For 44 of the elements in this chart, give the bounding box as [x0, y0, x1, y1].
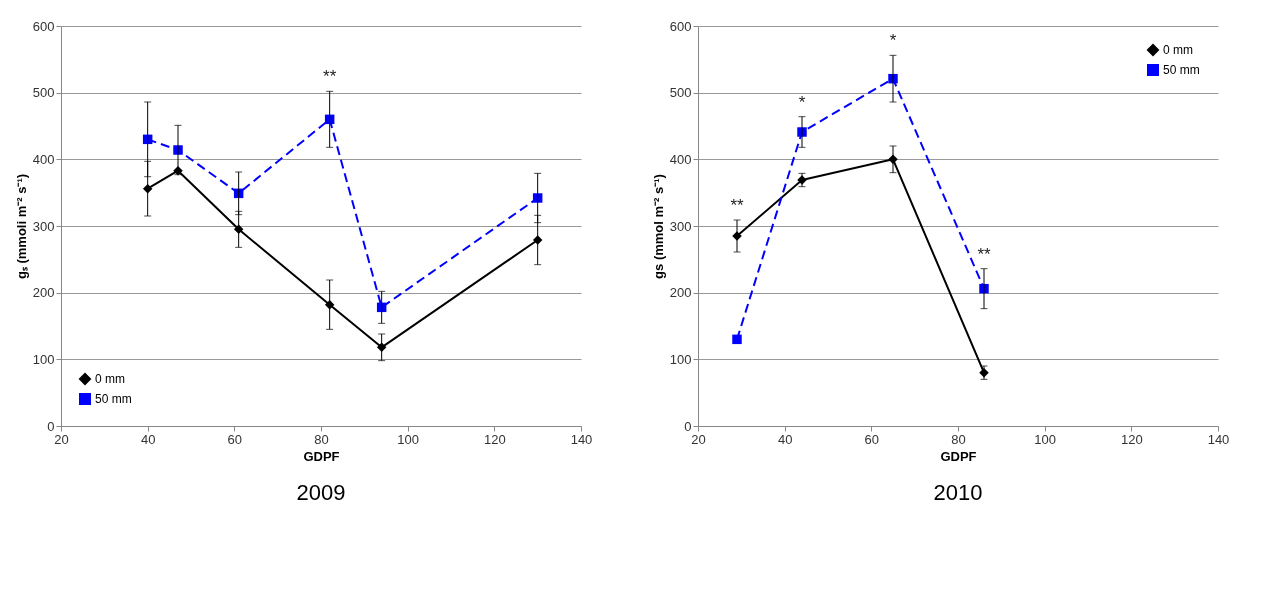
x-tick-label: 120: [1120, 431, 1143, 447]
y-tick-label: 200: [669, 285, 692, 301]
y-tick-label: 600: [669, 18, 692, 34]
legend-label: 50 mm: [95, 392, 132, 406]
legend-label: 0 mm: [1163, 43, 1193, 57]
y-tick-label: 100: [669, 351, 692, 367]
legend-label: 0 mm: [95, 372, 125, 386]
annotation: *: [889, 31, 897, 51]
y-tick-label: 0: [47, 418, 55, 434]
x-tick-label: 40: [140, 431, 156, 447]
y-tick-label: 400: [669, 151, 692, 167]
y-tick-label: 500: [669, 85, 692, 101]
annotation: **: [730, 196, 744, 215]
x-tick-label: 40: [777, 431, 793, 447]
y-tick-label: 300: [669, 218, 692, 234]
x-tick-label: 140: [1207, 431, 1230, 447]
x-axis-title: GDPF: [303, 448, 340, 464]
y-tick-label: 100: [32, 351, 55, 367]
y-tick-label: 0: [684, 418, 692, 434]
x-tick-label: 100: [397, 431, 420, 447]
y-tick-label: 600: [32, 18, 55, 34]
x-tick-label: 120: [483, 431, 506, 447]
x-axis-title: GDPF: [940, 448, 977, 464]
x-tick-label: 100: [1034, 431, 1057, 447]
y-axis-title: gₛ (mmoli m⁻² s⁻¹): [13, 173, 29, 280]
x-tick-label: 60: [864, 431, 880, 447]
annotation: *: [798, 92, 806, 112]
legend-label: 50 mm: [1163, 63, 1200, 77]
y-axis-title: gs (mmol m⁻² s⁻¹): [650, 174, 666, 279]
x-tick-label: 20: [691, 431, 706, 447]
text: 2009: [296, 480, 346, 505]
x-tick-label: 140: [570, 431, 593, 447]
x-tick-label: 60: [227, 431, 243, 447]
text: 2010: [933, 480, 983, 505]
annotation: **: [977, 244, 991, 264]
annotation: **: [323, 67, 337, 87]
y-tick-label: 300: [32, 218, 55, 234]
y-tick-label: 200: [32, 285, 55, 301]
x-tick-label: 80: [314, 431, 329, 447]
y-tick-label: 500: [32, 85, 55, 101]
y-tick-label: 400: [32, 151, 55, 167]
x-tick-label: 80: [951, 431, 966, 447]
x-tick-label: 20: [54, 431, 69, 447]
point: [732, 334, 742, 345]
